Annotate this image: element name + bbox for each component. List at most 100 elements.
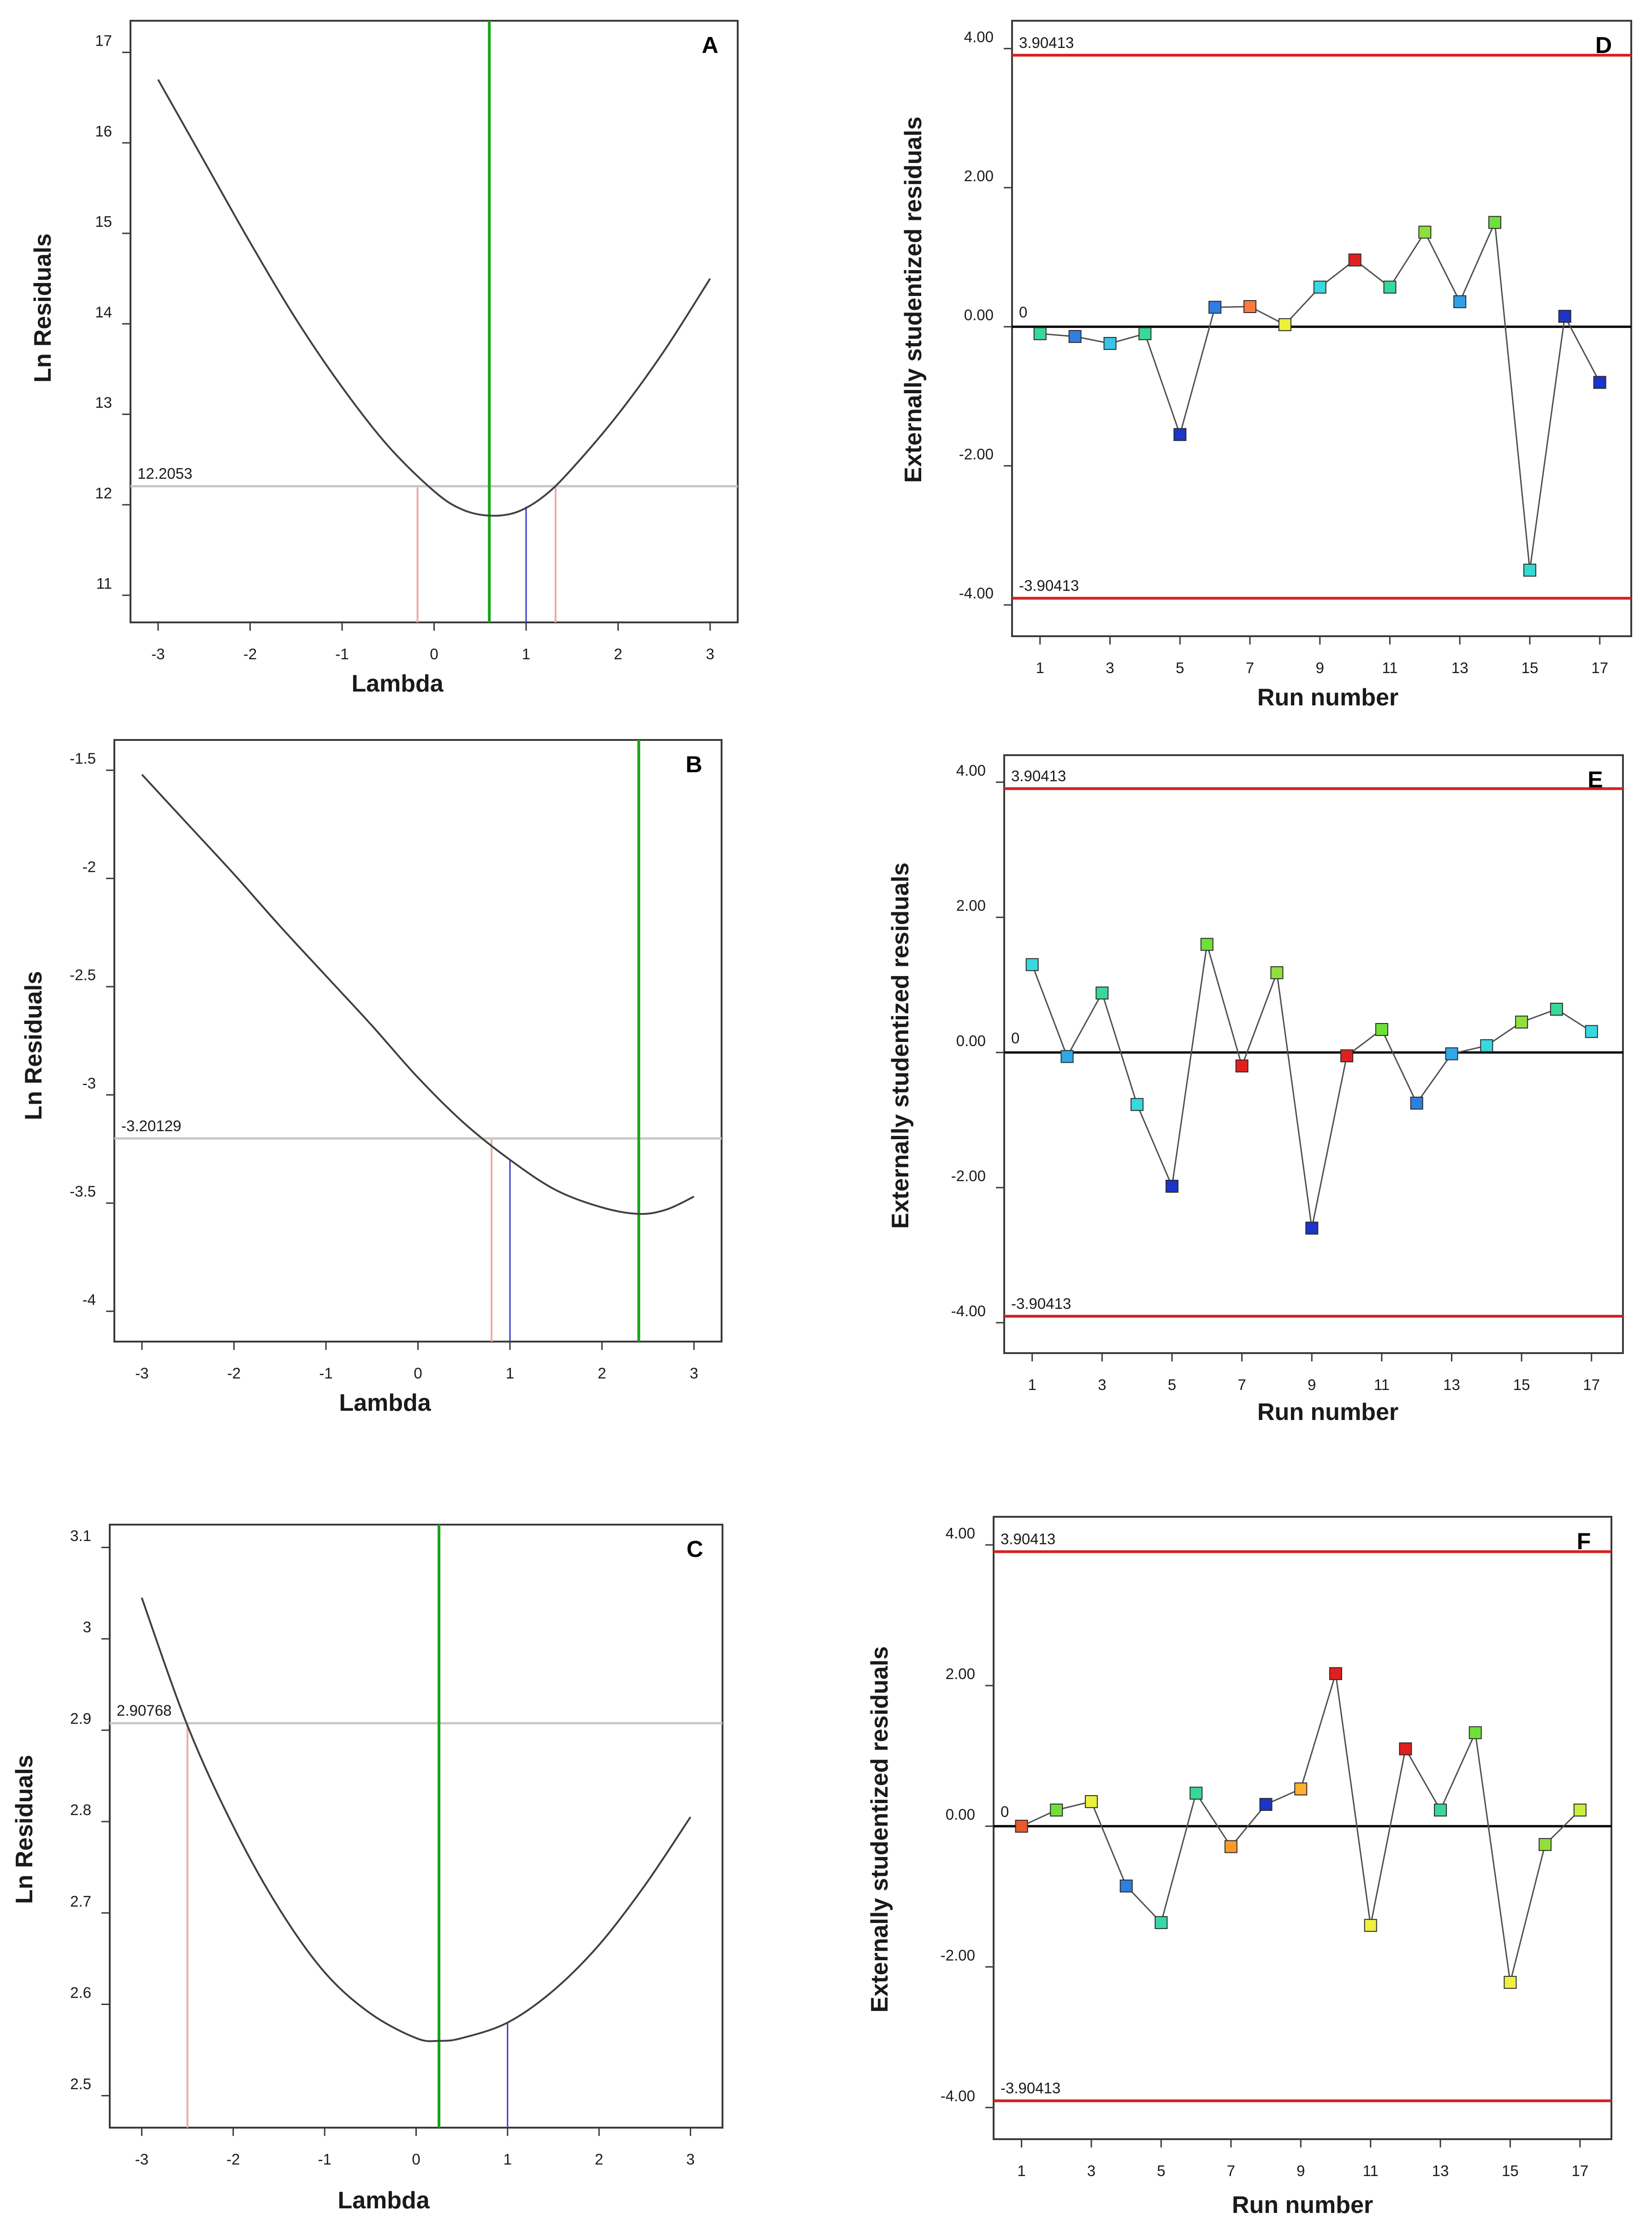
x-axis-label: Lambda — [339, 1390, 431, 1416]
residual-point — [1235, 1059, 1249, 1073]
residual-point — [1573, 1804, 1587, 1817]
residual-point — [1119, 1879, 1133, 1893]
y-tick-label: 2.7 — [70, 1893, 91, 1910]
residual-point — [1399, 1742, 1412, 1756]
residual-point — [1523, 563, 1536, 577]
x-tick-label: 11 — [1362, 2162, 1378, 2179]
residual-connector-line — [1031, 944, 1592, 1229]
x-tick-label: 13 — [1432, 2162, 1449, 2179]
zero-label: 0 — [1011, 1029, 1019, 1047]
y-tick-label: 16 — [95, 123, 112, 140]
panel-letter: A — [702, 32, 718, 58]
y-tick-label: 2.8 — [70, 1801, 91, 1818]
x-tick-label: 9 — [1316, 659, 1324, 676]
residual-point — [1410, 1096, 1423, 1110]
residual-point — [1050, 1804, 1063, 1817]
ln-residuals-curve — [157, 79, 711, 517]
y-tick-label: 2.00 — [946, 1665, 975, 1682]
plot-frame — [1011, 20, 1632, 637]
x-tick-label: -1 — [335, 645, 349, 662]
residual-point — [1539, 1838, 1552, 1851]
x-tick-label: 3 — [706, 645, 714, 662]
x-tick-label: 1 — [1028, 1376, 1036, 1393]
plot-frame — [1003, 754, 1624, 1354]
x-axis-label: Run number — [1257, 684, 1398, 711]
y-axis-label: Ln Residuals — [11, 1755, 38, 1904]
x-tick-label: 15 — [1513, 1376, 1530, 1393]
x-tick-label: 5 — [1176, 659, 1184, 676]
residual-point — [1445, 1047, 1458, 1060]
y-axis-label: Externally studentized residuals — [866, 1646, 893, 2013]
y-tick-label: 3.1 — [70, 1527, 91, 1544]
panel-letter: D — [1595, 32, 1612, 58]
x-tick-label: 1 — [506, 1365, 514, 1382]
residual-point — [1095, 986, 1109, 1000]
x-tick-label: 1 — [1017, 2162, 1025, 2179]
panel-b: -3 -2 -1 0 1 2 3 -4 -3.5 -3 -2.5 -2 -1.5 Lambda Ln Res… — [20, 739, 722, 1416]
y-tick-label: -4 — [83, 1291, 96, 1308]
x-tick-label: 9 — [1297, 2162, 1305, 2179]
x-tick-label: 1 — [1036, 659, 1044, 676]
x-tick-label: 0 — [412, 2151, 420, 2168]
y-tick-label: 2.5 — [70, 2076, 91, 2093]
residual-point — [1550, 1003, 1563, 1016]
lower-limit-label: -3.90413 — [1001, 2080, 1060, 2097]
residual-connector-line — [1040, 219, 1601, 570]
residual-point — [1593, 376, 1606, 389]
residual-point — [1200, 938, 1214, 951]
residual-point — [1259, 1798, 1273, 1811]
residual-point — [1015, 1820, 1028, 1833]
y-tick-label: -4.00 — [959, 585, 994, 602]
y-tick-label: 14 — [95, 303, 112, 320]
y-axis-label: Ln Residuals — [20, 971, 47, 1120]
x-tick-label: 17 — [1572, 2162, 1589, 2179]
y-tick-label: 17 — [95, 32, 112, 49]
ci-threshold-label: -3.20129 — [121, 1117, 181, 1134]
plot-frame — [993, 1516, 1612, 2140]
x-tick-label: 3 — [1098, 1376, 1106, 1393]
residual-point — [1434, 1804, 1447, 1817]
residual-point — [1313, 280, 1326, 294]
y-tick-label: -4.00 — [941, 2087, 975, 2104]
x-tick-label: 7 — [1227, 2162, 1235, 2179]
y-tick-label: -3.5 — [70, 1183, 96, 1200]
zero-label: 0 — [1001, 1803, 1009, 1820]
panel-letter: F — [1577, 1528, 1591, 1554]
y-tick-label: 2.00 — [956, 897, 986, 914]
y-tick-label: 3 — [83, 1619, 91, 1636]
residual-point — [1208, 301, 1222, 314]
y-tick-label: -2.00 — [951, 1167, 986, 1184]
y-tick-label: 11 — [96, 575, 112, 592]
upper-limit-label: 3.90413 — [1019, 34, 1074, 51]
x-tick-label: 11 — [1382, 659, 1397, 676]
x-tick-label: -3 — [151, 645, 165, 662]
y-axis-label: Externally studentized residuals — [900, 117, 927, 483]
lower-limit-label: -3.90413 — [1011, 1295, 1071, 1312]
x-tick-label: 15 — [1522, 659, 1539, 676]
residual-point — [1348, 253, 1362, 266]
y-tick-label: 4.00 — [956, 762, 986, 779]
residual-point — [1515, 1015, 1528, 1029]
y-tick-label: 15 — [95, 213, 112, 230]
residual-point — [1060, 1050, 1074, 1063]
x-tick-label: -1 — [319, 1365, 332, 1382]
x-tick-label: -2 — [227, 1365, 241, 1382]
y-tick-label: 0.00 — [964, 307, 994, 324]
x-tick-label: 15 — [1502, 2162, 1519, 2179]
x-tick-label: 7 — [1246, 659, 1254, 676]
panel-letter: C — [687, 1536, 703, 1562]
residual-point — [1084, 1795, 1098, 1808]
y-tick-label: 13 — [95, 394, 112, 411]
x-tick-label: 1 — [503, 2151, 512, 2168]
y-tick-label: -3 — [83, 1075, 96, 1092]
residual-point — [1383, 280, 1397, 294]
ln-residuals-curve — [141, 774, 694, 1215]
x-axis-label: Run number — [1257, 1399, 1398, 1426]
y-tick-label: -1.5 — [70, 750, 96, 767]
x-tick-label: -3 — [135, 2151, 148, 2168]
x-tick-label: 17 — [1591, 659, 1608, 676]
